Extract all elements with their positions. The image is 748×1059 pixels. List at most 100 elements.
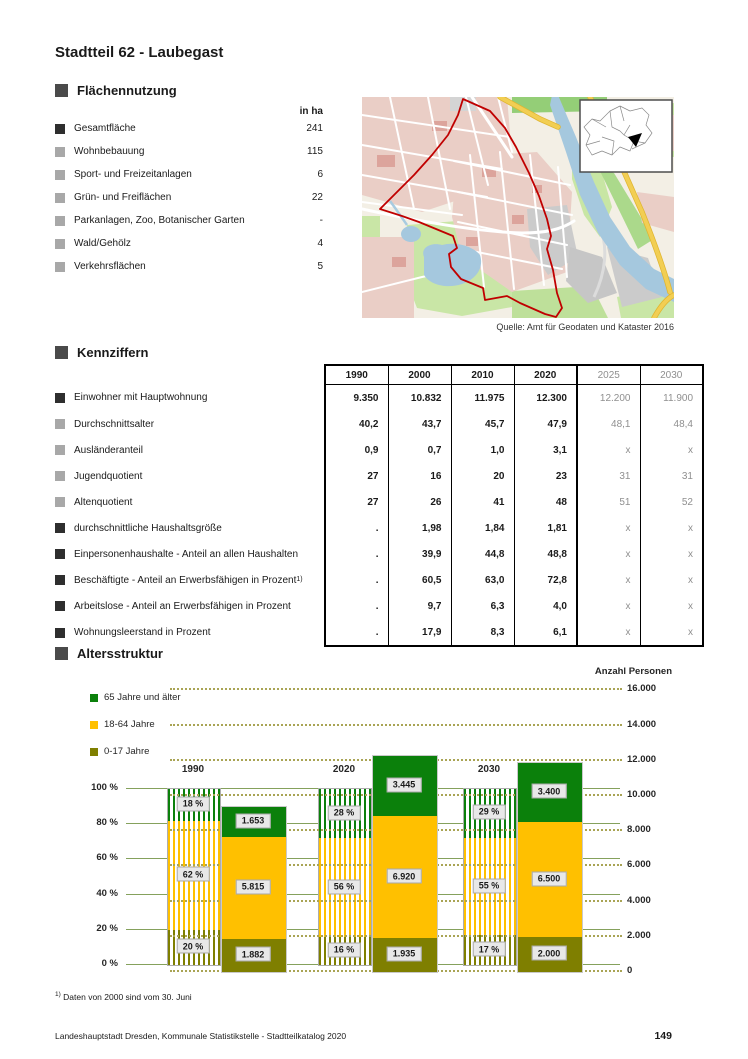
- land-use-row: Gesamtfläche 241: [55, 117, 323, 140]
- row-label-text: Einpersonenhaushalte - Anteil an allen H…: [74, 548, 299, 560]
- right-axis-tick: 16.000: [627, 683, 657, 695]
- city-overview-inset: [579, 99, 673, 173]
- district-map-svg: [362, 97, 674, 318]
- row-label-text: Durchschnittsalter: [74, 418, 155, 430]
- land-use-value: 115: [307, 146, 323, 157]
- row-label-cell: Einwohner mit Hauptwohnung: [55, 385, 325, 412]
- table-row: durchschnittliche Haushaltsgröße. 1,98 1,8…: [55, 515, 704, 541]
- land-use-label: Wohnbebauung: [74, 146, 145, 157]
- left-axis-tick: 20 %: [96, 922, 118, 934]
- row-bullet-icon: [55, 523, 65, 533]
- percent-data-label: 29 %: [472, 804, 506, 820]
- value-cell: 60,5: [387, 567, 452, 593]
- year-header: 2020: [513, 364, 578, 385]
- table-row: Einwohner mit Hauptwohnung 9.350 10.832 11.…: [55, 384, 704, 412]
- absolute-data-label: 6.500: [531, 871, 567, 887]
- table-row: Altenquotient 27 26 41 48 51 52: [55, 489, 704, 515]
- land-use-row: Verkehrsflächen 5: [55, 255, 323, 278]
- value-cell: 39,9: [387, 541, 452, 567]
- right-axis-tick: 14.000: [627, 718, 657, 730]
- value-gridline: [170, 723, 622, 726]
- page-footer: Landeshauptstadt Dresden, Kommunale Stat…: [55, 1030, 672, 1042]
- age_0_17-legend-swatch-icon: [90, 747, 98, 756]
- value-cell: x: [576, 619, 641, 647]
- district-location-marker-icon: [628, 133, 642, 147]
- footer-text: Landeshauptstadt Dresden, Kommunale Stat…: [55, 1031, 347, 1041]
- kf-header-row: 1990 2000 2010 2020 2025 2030: [55, 364, 704, 385]
- row-label-cell: Einpersonenhaushalte - Anteil an allen H…: [55, 541, 325, 567]
- value-cell: 23: [513, 463, 578, 489]
- value-cell: 11.900: [639, 384, 704, 411]
- row-label-cell: Jugendquotient: [55, 463, 325, 489]
- legend-item: 0-17 Jahre: [90, 746, 149, 757]
- value-cell: 6,3: [450, 593, 515, 619]
- row-bullet-icon: [55, 123, 65, 134]
- value-cell: x: [576, 541, 641, 567]
- footnote-text: Daten von 2000 sind vom 30. Juni: [63, 991, 192, 1002]
- land-use-section-header: Flächennutzung: [55, 83, 323, 98]
- land-use-value: 22: [311, 192, 323, 203]
- row-label-cell: Durchschnittsalter: [55, 411, 325, 437]
- right-axis-tick: 4.000: [627, 894, 651, 906]
- district-boundary-outline: [379, 98, 563, 318]
- left-axis-tick: 60 %: [96, 852, 118, 864]
- row-bullet-icon: [55, 238, 65, 249]
- percent-data-label: 17 %: [472, 941, 506, 957]
- value-cell: 9,7: [387, 593, 452, 619]
- percent-data-label: 20 %: [176, 938, 210, 954]
- percent-data-label: 56 %: [327, 879, 361, 895]
- absolute-data-label: 6.920: [386, 868, 422, 884]
- row-label: Jugendquotient: [55, 471, 324, 482]
- absolute-data-label: 3.445: [386, 777, 422, 793]
- land-use-row: Grün- und Freiflächen 22: [55, 186, 323, 209]
- value-cell: 6,1: [513, 619, 578, 647]
- row-label-cell: Wohnungsleerstand in Prozent: [55, 619, 325, 646]
- row-label-text: Altenquotient: [74, 496, 133, 508]
- row-label: Wohnungsleerstand in Prozent: [55, 627, 324, 638]
- legend-item: 65 Jahre und älter: [90, 692, 181, 703]
- value-cell: x: [639, 541, 704, 567]
- percent-data-label: 16 %: [327, 942, 361, 958]
- age-structure-section-title: Altersstruktur: [77, 646, 163, 661]
- land-use-label: Gesamtfläche: [74, 123, 136, 134]
- value-cell: 44,8: [450, 541, 515, 567]
- land-use-value: 241: [306, 123, 323, 134]
- land-use-section-title: Flächennutzung: [77, 83, 177, 98]
- row-bullet-icon: [55, 549, 65, 559]
- land-use-label: Wald/Gehölz: [74, 238, 131, 249]
- percent-data-label: 62 %: [176, 866, 210, 882]
- row-label: Ausländeranteil: [55, 445, 324, 456]
- land-use-row: Wohnbebauung 115: [55, 140, 323, 163]
- value-cell: 48,8: [513, 541, 578, 567]
- left-axis-tick: 100 %: [91, 782, 118, 793]
- value-cell: .: [324, 619, 389, 647]
- key-figures-section-header: Kennziffern: [55, 345, 149, 360]
- value-cell: 12.300: [513, 384, 578, 411]
- row-bullet-icon: [55, 215, 65, 226]
- key-figures-table: 1990 2000 2010 2020 2025 2030 Einwohner mit Ha…: [55, 364, 704, 647]
- legend-item: 18-64 Jahre: [90, 719, 155, 730]
- value-cell: 41: [450, 489, 515, 515]
- percent-data-label: 28 %: [327, 805, 361, 821]
- value-cell: x: [639, 593, 704, 619]
- land-use-label: Verkehrsflächen: [74, 261, 146, 272]
- footnote-marker: 1): [55, 991, 61, 998]
- value-gridline: [170, 688, 622, 691]
- row-label-cell: Beschäftigte - Anteil an Erwerbsfähigen …: [55, 567, 325, 593]
- value-cell: 48: [513, 489, 578, 515]
- value-cell: 9.350: [324, 384, 389, 411]
- row-bullet-icon: [55, 169, 65, 180]
- legend-label: 65 Jahre und älter: [104, 692, 181, 703]
- value-cell: x: [576, 593, 641, 619]
- land-use-row: Wald/Gehölz 4: [55, 232, 323, 255]
- row-label-cell: Altenquotient: [55, 489, 325, 515]
- right-axis-tick: 2.000: [627, 929, 651, 941]
- left-axis-tick: 40 %: [96, 887, 118, 899]
- value-cell: x: [639, 515, 704, 541]
- land-use-value: 4: [317, 238, 323, 249]
- row-label: Arbeitslose - Anteil an Erwerbsfähigen i…: [55, 601, 324, 612]
- row-label-cell: Arbeitslose - Anteil an Erwerbsfähigen i…: [55, 593, 325, 619]
- table-row: Durchschnittsalter 40,2 43,7 45,7 47,9 48,1 48…: [55, 411, 704, 437]
- absolute-data-label: 1.882: [235, 946, 271, 962]
